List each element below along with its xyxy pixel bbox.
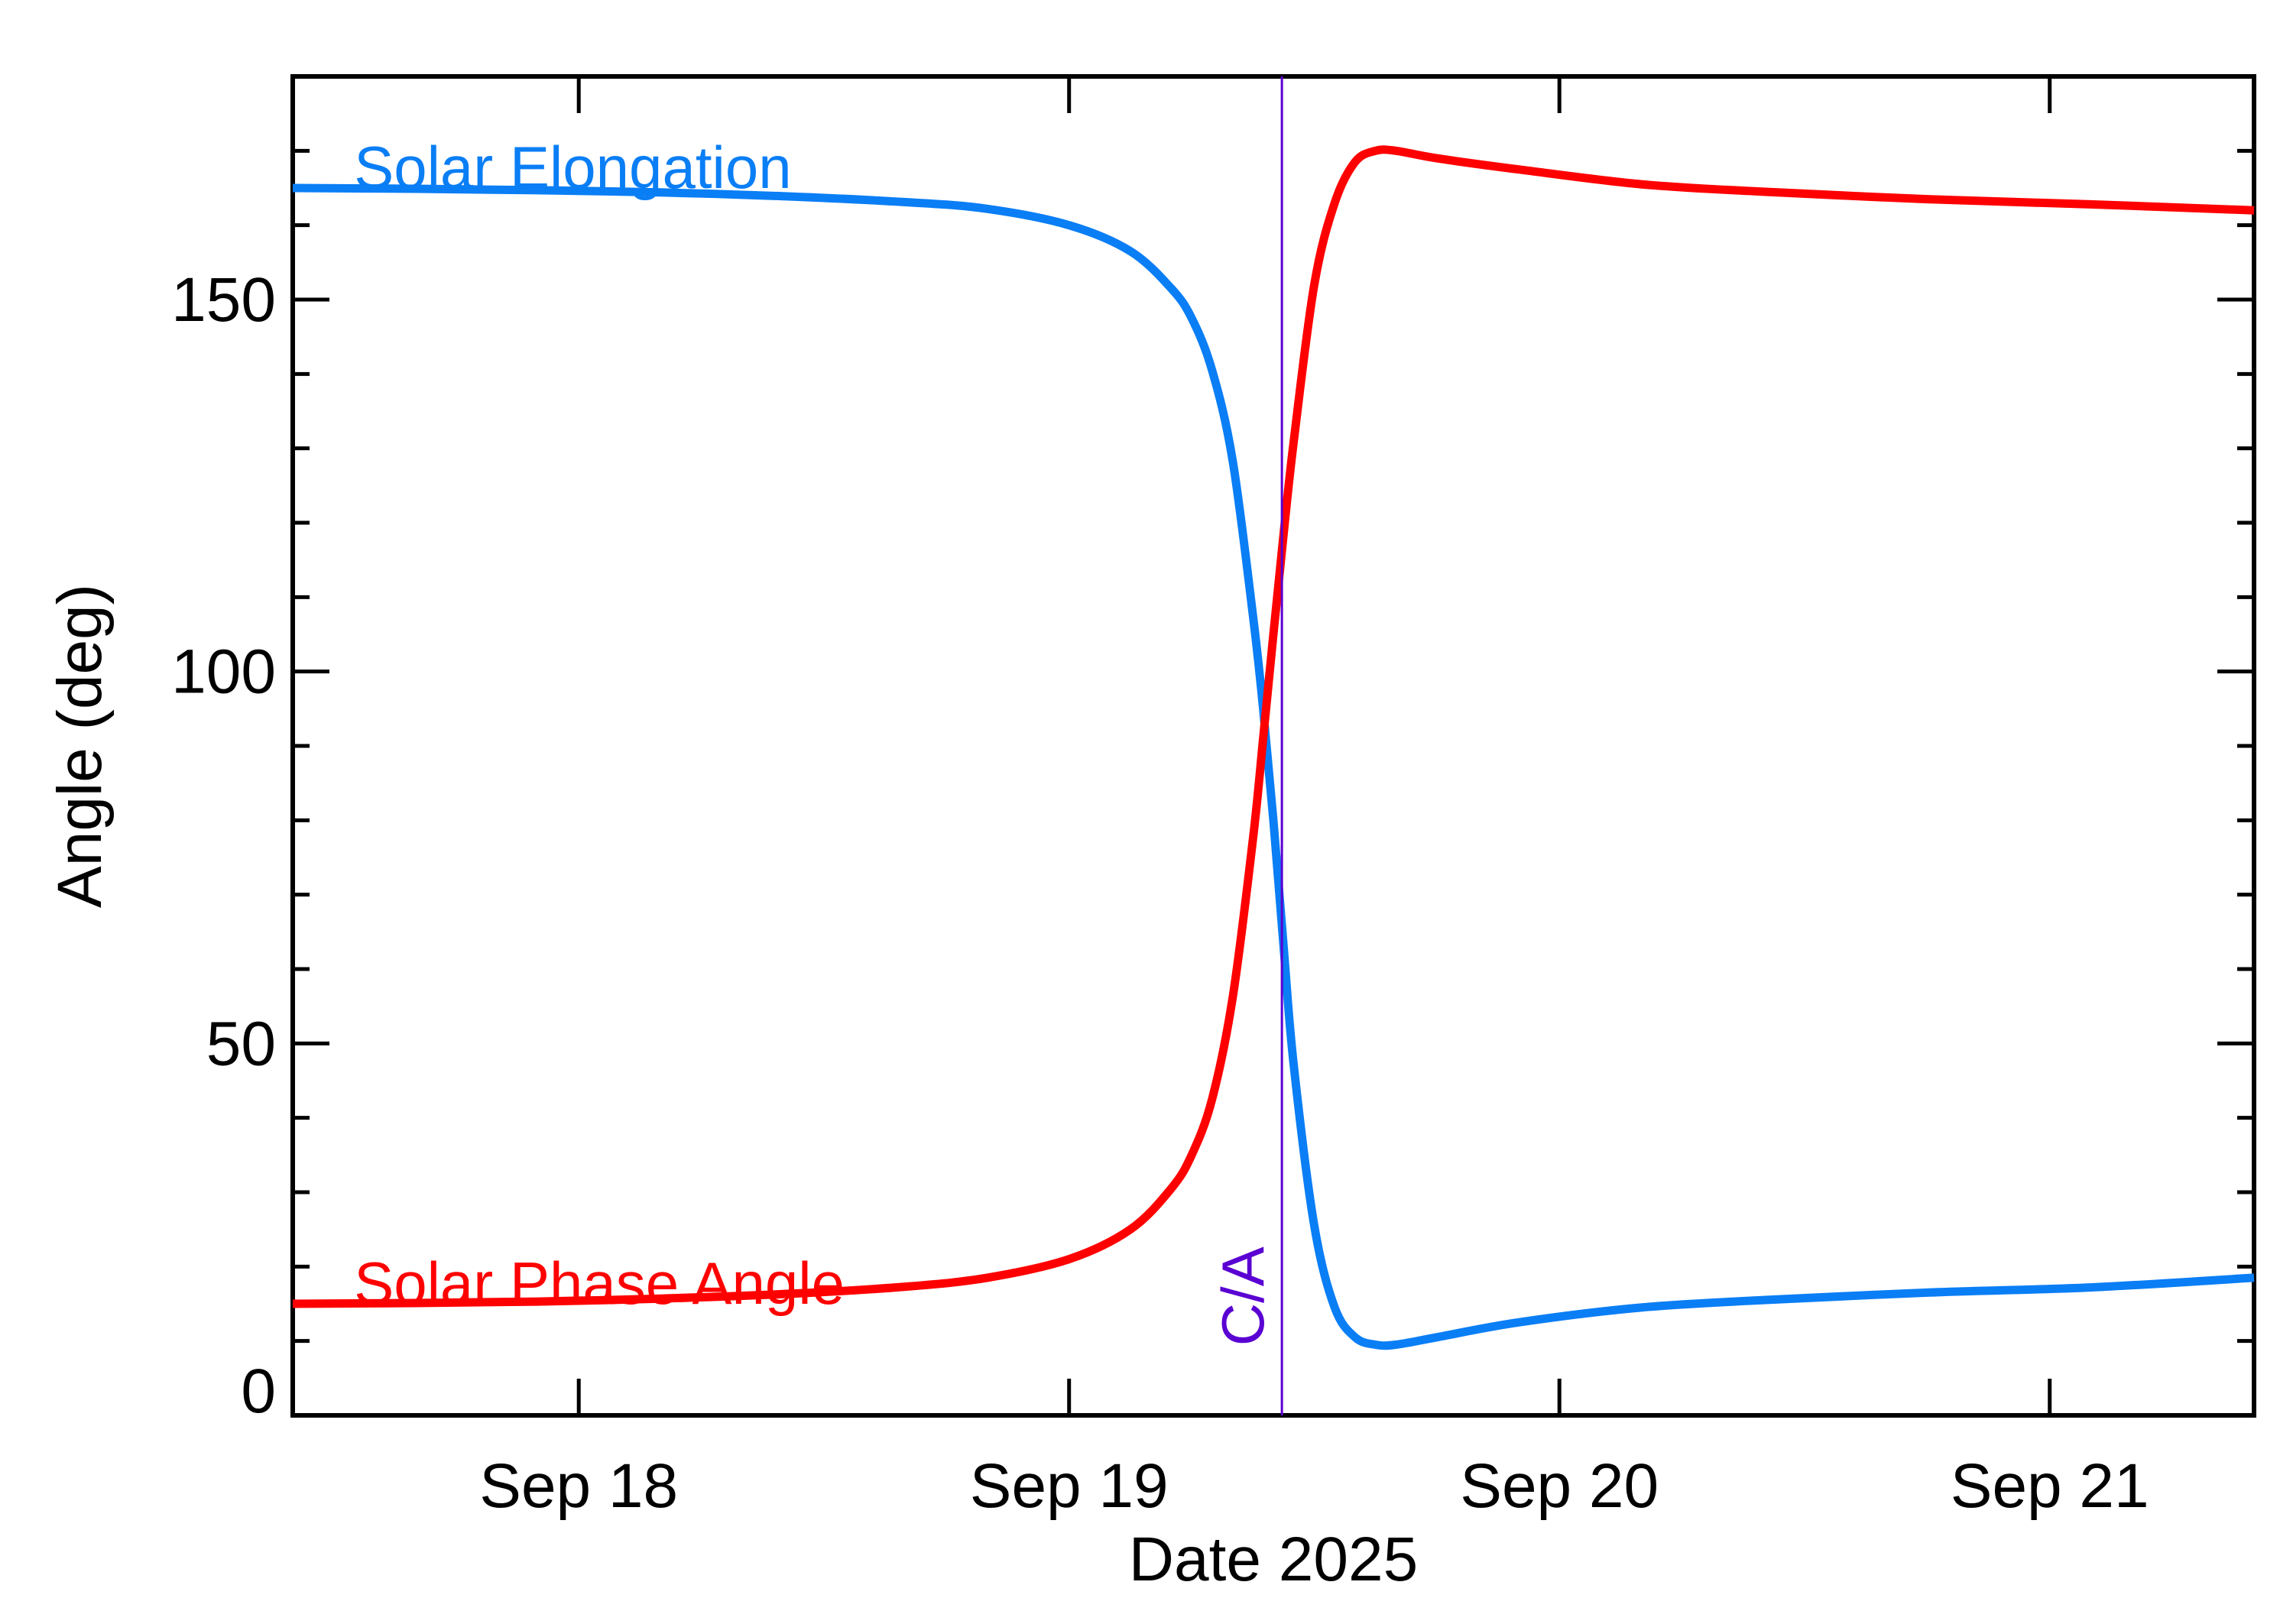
x-tick-label: Sep 19	[970, 1451, 1169, 1521]
series-line-solar-phase-angle	[292, 145, 2255, 1308]
closest-approach-layer: C/A	[1209, 76, 1283, 1415]
series-layer	[292, 145, 2255, 1350]
x-tick-label: Sep 21	[1951, 1451, 2149, 1521]
series-label-layer: Solar Elongation Solar Phase Angle	[354, 134, 845, 1317]
series-line-solar-elongation	[292, 183, 2255, 1350]
closest-approach-label: C/A	[1209, 1246, 1276, 1346]
y-tick-label: 50	[206, 1009, 276, 1078]
x-tick-label: Sep 18	[479, 1451, 678, 1521]
y-axis-title: Angle (deg)	[45, 584, 115, 908]
x-axis-title: Date 2025	[1129, 1525, 1418, 1594]
y-tick-label: 100	[171, 637, 276, 707]
x-tick-label: Sep 20	[1460, 1451, 1659, 1521]
minor-ticks	[293, 148, 2254, 1344]
plot-frame	[290, 74, 2256, 1418]
y-tick-label: 150	[171, 265, 276, 335]
major-ticks	[293, 76, 2254, 1418]
series-label-solar-elongation: Solar Elongation	[354, 134, 791, 201]
tick-labels: 0 50 100 150 Sep 18 Sep 19 Sep 20 Sep 21	[171, 265, 2149, 1521]
y-tick-label: 0	[241, 1357, 276, 1426]
series-label-solar-phase-angle: Solar Phase Angle	[354, 1250, 845, 1317]
